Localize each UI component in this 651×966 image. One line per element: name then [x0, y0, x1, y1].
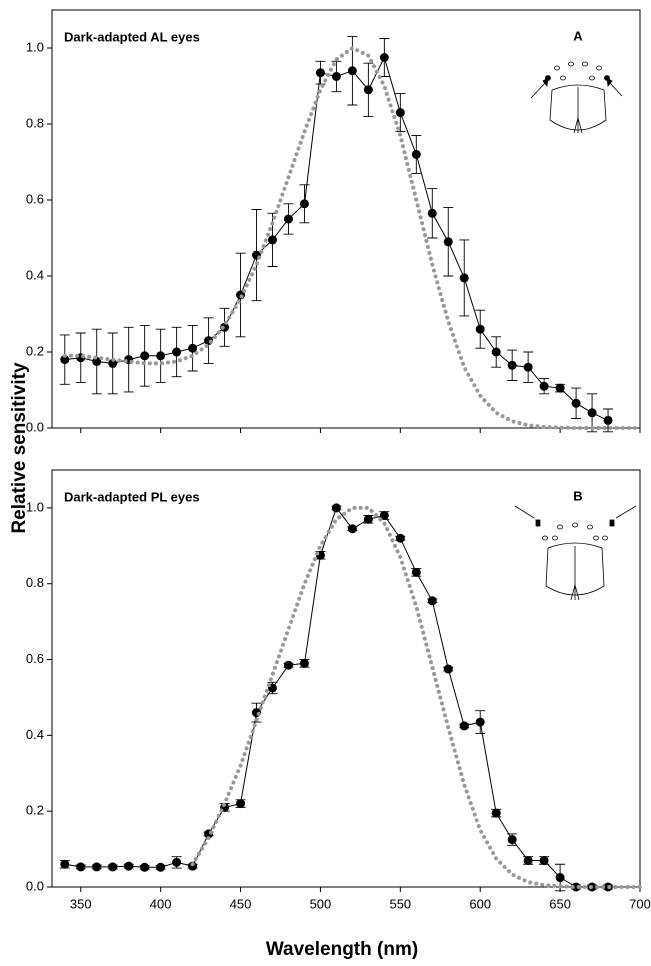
data-point: [507, 835, 517, 845]
data-point: [523, 362, 533, 372]
panel-title: Dark-adapted PL eyes: [64, 489, 200, 504]
data-point: [587, 408, 597, 418]
data-point: [395, 108, 405, 118]
data-point: [108, 358, 118, 368]
x-tick-label: 650: [549, 896, 571, 911]
data-line: [64, 506, 609, 888]
data-point: [108, 862, 118, 872]
x-tick-label: 350: [70, 896, 92, 911]
data-point: [411, 149, 421, 159]
x-tick-label: 500: [310, 896, 332, 911]
y-axis-label: Relative sensitivity: [9, 362, 30, 534]
data-point: [60, 859, 70, 869]
data-point: [555, 383, 565, 393]
inset-b: [514, 505, 637, 601]
panel-label: A: [573, 28, 583, 43]
data-point: [395, 533, 405, 543]
y-tick-label: 0.4: [26, 267, 44, 282]
data-point: [347, 524, 357, 534]
data-point: [299, 658, 309, 668]
x-axis-label: Wavelength (nm): [266, 939, 418, 960]
data-point: [172, 857, 182, 867]
data-point: [555, 873, 565, 883]
x-tick-label: 600: [469, 896, 491, 911]
y-tick-label: 0.0: [26, 419, 44, 434]
data-point: [140, 862, 150, 872]
y-tick-label: 0.2: [26, 343, 44, 358]
data-point: [539, 381, 549, 391]
data-point: [156, 862, 166, 872]
inset-a: [530, 61, 623, 134]
data-point: [427, 596, 437, 606]
y-tick-label: 0.4: [26, 727, 44, 742]
data-point: [443, 237, 453, 247]
data-point: [459, 273, 469, 283]
data-point: [331, 72, 341, 81]
data-point: [268, 235, 277, 245]
y-tick-label: 0.0: [26, 878, 44, 893]
data-point: [60, 355, 70, 365]
data-point: [475, 717, 485, 727]
data-point: [172, 347, 182, 357]
plot-frame: [51, 9, 641, 429]
data-point: [156, 351, 166, 361]
y-tick-label: 0.2: [26, 803, 44, 818]
data-point: [299, 199, 309, 209]
data-point: [347, 66, 357, 76]
data-point: [459, 721, 469, 731]
data-point: [491, 808, 501, 818]
y-tick-label: 0.8: [26, 575, 44, 590]
data-point: [411, 567, 421, 577]
y-tick-label: 0.6: [26, 651, 44, 666]
panel-label: B: [573, 488, 582, 503]
data-point: [379, 53, 389, 62]
data-point: [571, 882, 581, 892]
data-point: [379, 510, 389, 520]
data-point: [92, 862, 102, 872]
x-tick-label: 700: [629, 896, 651, 911]
data-point: [443, 664, 453, 674]
data-point: [491, 347, 501, 357]
template-curve: [62, 45, 642, 430]
x-tick-label: 400: [150, 896, 172, 911]
data-point: [523, 855, 533, 865]
x-tick-label: 450: [230, 896, 252, 911]
data-point: [331, 503, 341, 513]
data-point: [363, 514, 373, 524]
data-point: [76, 862, 86, 872]
data-point: [363, 85, 373, 95]
data-point: [140, 351, 150, 361]
y-tick-label: 0.6: [26, 191, 44, 206]
y-tick-label: 1.0: [26, 39, 44, 54]
y-tick-label: 0.8: [26, 115, 44, 130]
data-point: [236, 799, 246, 809]
data-point: [124, 861, 134, 871]
template-curve: [190, 505, 642, 889]
data-point: [427, 208, 437, 218]
data-point: [539, 855, 549, 865]
x-tick-label: 550: [389, 896, 411, 911]
data-point: [188, 343, 198, 353]
data-point: [283, 660, 293, 670]
y-tick-label: 1.0: [26, 499, 44, 514]
data-point: [475, 324, 485, 334]
data-point: [571, 398, 581, 408]
panel-title: Dark-adapted AL eyes: [64, 29, 200, 44]
data-point: [283, 214, 293, 224]
data-point: [507, 360, 517, 370]
plot-frame: [51, 469, 641, 888]
data-point: [603, 415, 613, 425]
data-point: [315, 68, 325, 78]
